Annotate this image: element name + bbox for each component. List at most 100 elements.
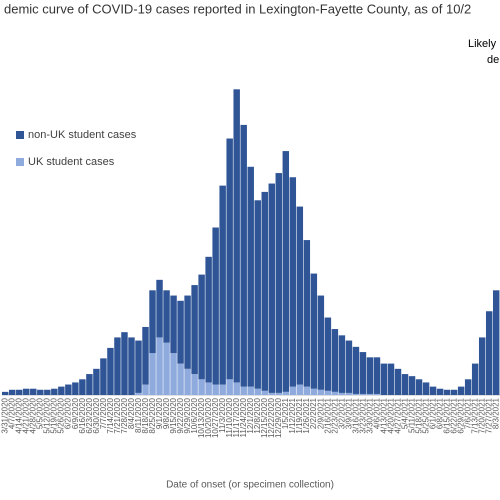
bar: [478, 337, 486, 395]
x-tick-label: 12/8/2020: [253, 397, 262, 433]
x-tick-label: 6/30/2020: [92, 397, 101, 433]
bar: [352, 393, 360, 395]
bar: [205, 256, 212, 383]
bar: [317, 389, 325, 395]
bar: [394, 368, 402, 395]
x-tick-label: 10/27/2020: [211, 397, 220, 438]
bar: [170, 295, 177, 354]
bar: [44, 389, 51, 395]
x-tick-label: 1/5/2021: [281, 397, 290, 429]
x-tick-label: 3/23/2021: [358, 397, 367, 433]
chart-title: demic curve of COVID-19 cases reported i…: [4, 1, 471, 16]
x-tick-label: 7/20/2021: [478, 397, 487, 433]
bar: [2, 391, 9, 395]
bar: [135, 392, 142, 395]
legend-label: non-UK student cases: [28, 129, 137, 141]
bar: [23, 388, 30, 395]
bar: [373, 357, 381, 394]
x-tick-label: 3/31/2020: [1, 397, 10, 433]
bar: [289, 177, 297, 387]
bar: [93, 368, 100, 395]
x-tick-label: 12/1/2020: [246, 397, 255, 433]
x-tick-label: 11/3/2020: [218, 397, 227, 433]
bar: [457, 386, 465, 395]
legend-label: UK student cases: [28, 156, 115, 168]
bar: [58, 386, 65, 395]
bar: [79, 379, 86, 395]
bar: [303, 240, 311, 387]
bar: [296, 206, 304, 385]
bar: [205, 382, 212, 395]
bar: [107, 347, 114, 395]
bar: [275, 392, 283, 395]
bar: [128, 337, 135, 395]
x-axis-label: Date of onset (or specimen collection): [166, 480, 334, 491]
bar: [240, 386, 247, 395]
x-tick-label: 2/23/2021: [330, 397, 339, 433]
x-tick-label: 4/21/2020: [22, 397, 31, 433]
bar: [443, 389, 451, 395]
bar: [401, 374, 409, 395]
bar: [408, 376, 416, 395]
bar: [296, 384, 304, 395]
bar: [380, 363, 388, 395]
bar: [86, 374, 93, 395]
x-tick-label: 4/28/2020: [29, 397, 38, 433]
bar: [219, 384, 226, 395]
x-tick-label: 5/5/2020: [36, 397, 45, 429]
x-tick-label: 5/4/2021: [400, 397, 409, 429]
legend-swatch: [16, 131, 24, 139]
bar: [345, 392, 353, 395]
x-tick-label: 7/7/2020: [99, 397, 108, 429]
bar: [317, 295, 325, 390]
x-tick-label: 9/29/2020: [183, 397, 192, 433]
bar: [261, 390, 268, 395]
bar: [142, 384, 149, 395]
bar: [177, 300, 184, 364]
bar: [212, 384, 219, 395]
x-tick-label: 6/22/2021: [450, 397, 459, 433]
bar: [387, 363, 395, 395]
bar: [114, 337, 121, 395]
x-tick-label: 7/27/2021: [485, 397, 494, 433]
x-tick-label: 5/25/2021: [421, 397, 430, 433]
bar: [324, 317, 332, 391]
x-tick-label: 6/1/2021: [428, 397, 437, 429]
bar: [422, 382, 430, 395]
bar: [163, 342, 170, 395]
bar: [275, 173, 283, 393]
x-tick-label: 2/16/2021: [323, 397, 332, 433]
bar: [492, 290, 500, 395]
x-tick-label: 3/30/2021: [365, 397, 374, 433]
bar: [240, 124, 247, 387]
bar: [331, 391, 339, 395]
bar: [163, 290, 170, 343]
bar: [289, 386, 297, 395]
bar: [436, 388, 444, 395]
bar: [156, 337, 163, 395]
bar: [72, 382, 79, 395]
bar: [65, 384, 72, 395]
bar: [191, 285, 198, 375]
bar: [16, 389, 23, 395]
bar: [373, 393, 381, 395]
x-tick-label: 8/18/2020: [141, 397, 150, 433]
bar: [352, 346, 360, 394]
annotation: Likely: [468, 38, 497, 50]
bar: [331, 329, 339, 392]
x-tick-label: 9/15/2020: [169, 397, 178, 433]
bar: [359, 393, 367, 395]
x-tick-label: 4/7/2020: [8, 397, 17, 429]
x-tick-label: 7/13/2021: [471, 397, 480, 433]
bar: [310, 273, 318, 389]
x-tick-label: 5/12/2020: [43, 397, 52, 433]
x-tick-label: 3/2/2021: [337, 397, 346, 429]
x-tick-label: 6/9/2020: [71, 397, 80, 429]
annotation: de: [487, 54, 499, 66]
bar: [184, 368, 191, 395]
bar: [247, 386, 254, 395]
x-tick-label: 6/23/2020: [85, 397, 94, 433]
x-tick-label: 2/9/2021: [316, 397, 325, 429]
x-tick-label: 8/11/2020: [134, 397, 143, 433]
